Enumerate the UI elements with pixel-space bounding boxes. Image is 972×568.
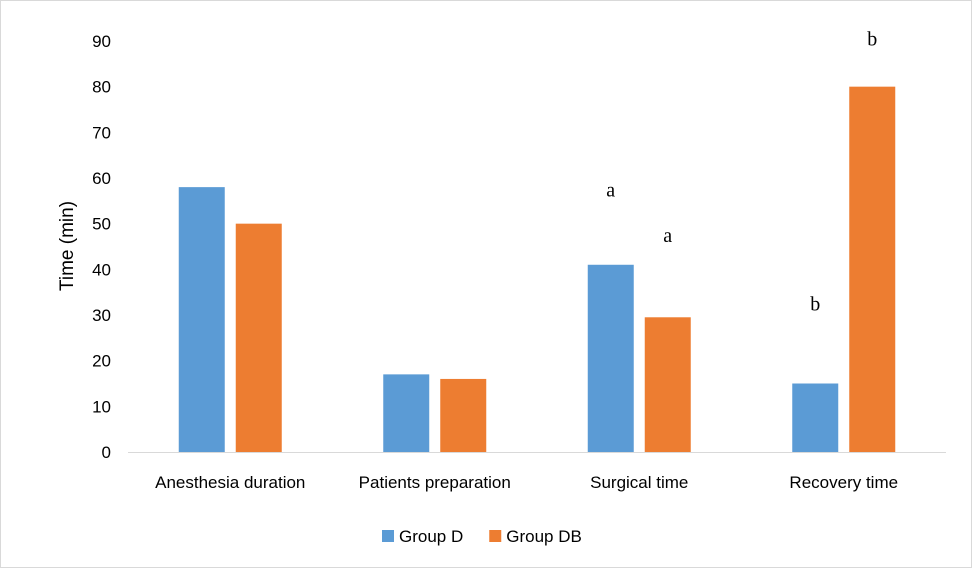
bar-group-d	[792, 383, 839, 452]
y-tick-label: 10	[92, 397, 111, 416]
significance-label: a	[663, 225, 672, 247]
significance-label: b	[810, 293, 820, 315]
y-tick-labels: 0 10 20 30 40 50 60 70 80 90	[92, 32, 111, 462]
y-tick-label: 60	[92, 169, 111, 188]
legend-label: Group DB	[506, 527, 582, 546]
significance-label: a	[606, 179, 615, 201]
bar-group-db	[644, 317, 691, 452]
significance-label: b	[867, 29, 877, 51]
y-tick-label: 90	[92, 32, 111, 51]
x-tick-label: Surgical time	[590, 473, 688, 492]
bar-group-db	[440, 378, 487, 452]
legend: Group D Group DB	[382, 527, 582, 546]
bars	[178, 86, 896, 453]
y-tick-label: 30	[92, 306, 111, 325]
y-tick-label: 50	[92, 215, 111, 234]
x-tick-label: Anesthesia duration	[155, 473, 305, 492]
annotations: a a b b	[606, 29, 877, 316]
legend-swatch	[382, 530, 394, 542]
bar-group-d	[178, 187, 225, 452]
y-tick-label: 40	[92, 260, 111, 279]
x-tick-label: Recovery time	[789, 473, 898, 492]
y-tick-label: 20	[92, 352, 111, 371]
legend-label: Group D	[399, 527, 463, 546]
legend-swatch	[489, 530, 502, 542]
y-axis-label: Time (min)	[57, 201, 78, 291]
y-tick-label: 80	[92, 78, 111, 97]
bar-group-d	[383, 374, 430, 452]
bar-group-db	[235, 223, 282, 452]
category-labels: Anesthesia duration Patients preparation S…	[155, 473, 898, 492]
bar-group-d	[587, 264, 634, 452]
x-tick-label: Patients preparation	[359, 473, 511, 492]
y-tick-label: 0	[102, 443, 111, 462]
y-tick-label: 70	[92, 123, 111, 142]
bar-group-db	[849, 86, 896, 453]
